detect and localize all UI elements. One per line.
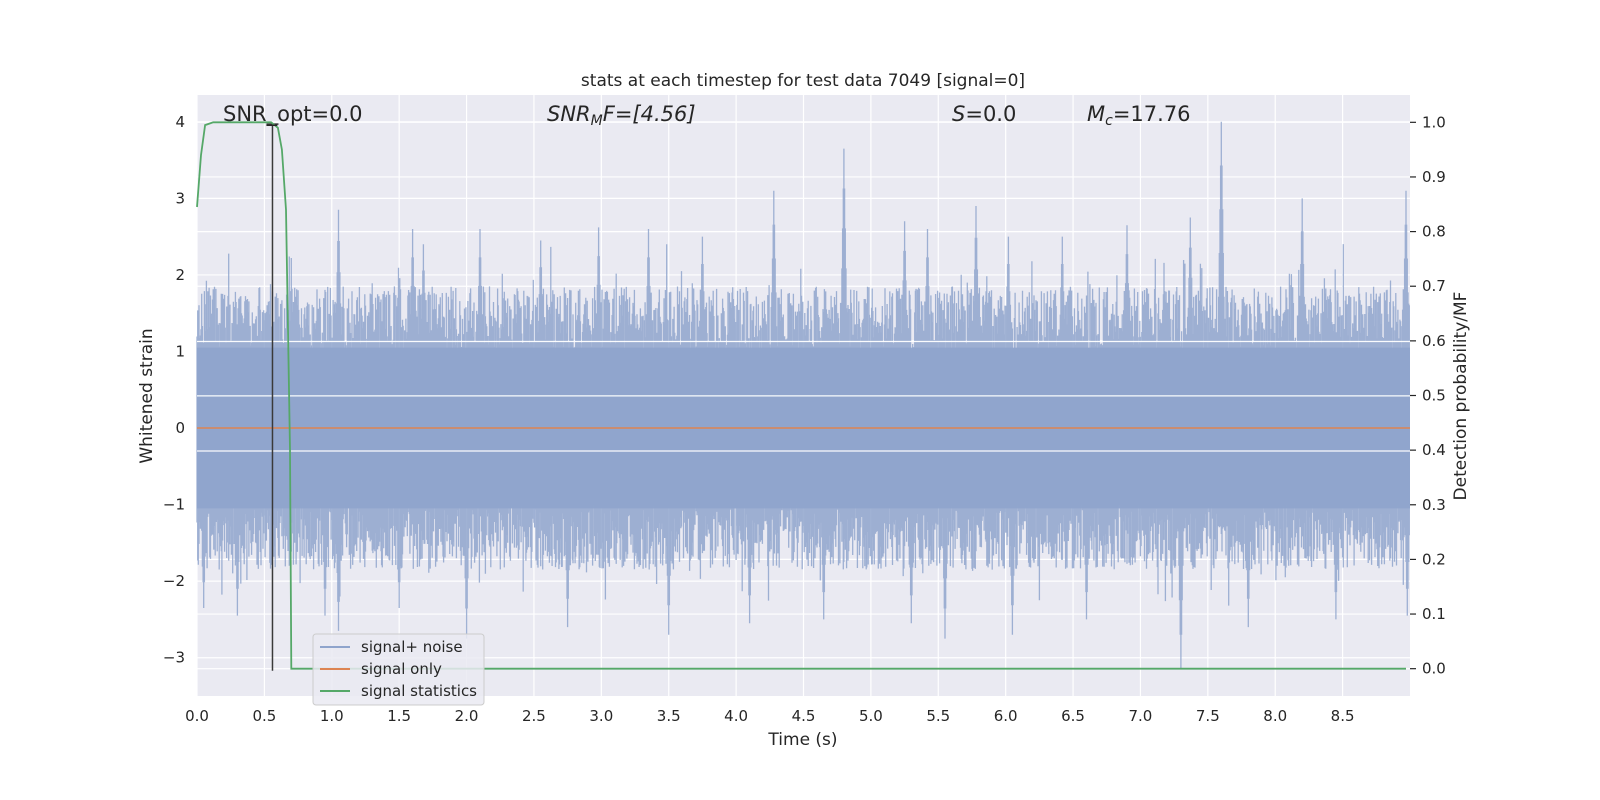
y-tick-label-5: −1 — [163, 496, 185, 514]
annotation-mc: Mc=17.76 — [1087, 102, 1191, 129]
y-tick-label-0: 4 — [175, 113, 185, 131]
mc-sub: c — [1105, 113, 1113, 129]
snr-mf-sub: M — [591, 113, 603, 129]
series-signal-statistics — [196, 121, 1406, 670]
plot-area — [196, 121, 1410, 671]
y-tick-label-2: 2 — [175, 266, 185, 284]
annotation-snr-opt: SNR_opt=0.0 — [223, 102, 363, 127]
y2-tick-label-1: 0.9 — [1422, 168, 1446, 186]
y2-ticks: 1.0 0.9 0.8 0.7 0.6 0.5 0.4 0.3 0.2 0.1 0.0 — [1410, 113, 1446, 678]
y-axis-label: Whitened strain — [137, 328, 157, 463]
snr-mf-base: SNR — [547, 102, 591, 126]
y2-tick-label-7: 0.3 — [1422, 496, 1446, 514]
x-ticks: 0.0 0.5 1.0 1.5 2.0 2.5 3.0 3.5 4.0 4.5 5.0 5.5 6.0 6… — [185, 707, 1354, 725]
x-tick-label-5: 2.5 — [522, 707, 546, 725]
legend-label-signal-noise: signal+ noise — [361, 638, 463, 656]
y2-tick-label-8: 0.2 — [1422, 550, 1446, 568]
chart-title: stats at each timestep for test data 704… — [581, 71, 1025, 91]
snr-mf-rest: F=[4.56] — [603, 102, 696, 126]
annotation-snr-mf: SNRMF=[4.56] — [547, 102, 696, 129]
mc-base: M — [1087, 102, 1105, 126]
y-ticks: 4 3 2 1 0 −1 −2 −3 — [163, 113, 185, 667]
x-tick-label-2: 1.0 — [320, 707, 344, 725]
y2-tick-label-5: 0.5 — [1422, 387, 1446, 405]
annotation-s: S=0.0 — [952, 102, 1016, 126]
series-layer — [196, 121, 1410, 671]
y2-tick-label-10: 0.0 — [1422, 660, 1446, 678]
y2-tick-label-3: 0.7 — [1422, 277, 1446, 295]
legend: signal+ noise signal only signal statist… — [312, 633, 485, 706]
y-tick-label-6: −2 — [163, 572, 185, 590]
s-value: =0.0 — [965, 102, 1016, 126]
y2-tick-label-9: 0.1 — [1422, 605, 1446, 623]
s-label: S — [952, 102, 965, 126]
y-tick-label-4: 0 — [175, 419, 185, 437]
x-tick-label-0: 0.0 — [185, 707, 209, 725]
y-tick-label-1: 3 — [175, 189, 185, 207]
x-tick-label-9: 4.5 — [792, 707, 816, 725]
x-tick-label-12: 6.0 — [994, 707, 1018, 725]
x-tick-label-6: 3.0 — [589, 707, 613, 725]
legend-label-signal-only: signal only — [361, 660, 442, 678]
y2-tick-label-2: 0.8 — [1422, 223, 1446, 241]
x-tick-label-7: 3.5 — [657, 707, 681, 725]
mc-rest: =17.76 — [1113, 102, 1191, 126]
x-tick-label-17: 8.5 — [1331, 707, 1355, 725]
x-tick-label-11: 5.5 — [926, 707, 950, 725]
x-tick-label-3: 1.5 — [387, 707, 411, 725]
x-tick-label-10: 5.0 — [859, 707, 883, 725]
x-tick-label-14: 7.0 — [1129, 707, 1153, 725]
x-tick-label-8: 4.0 — [724, 707, 748, 725]
y2-tick-label-4: 0.6 — [1422, 332, 1446, 350]
y-tick-label-7: −3 — [163, 649, 185, 667]
y2-tick-label-6: 0.4 — [1422, 441, 1446, 459]
x-tick-label-15: 7.5 — [1196, 707, 1220, 725]
x-tick-label-1: 0.5 — [252, 707, 276, 725]
x-tick-label-13: 6.5 — [1061, 707, 1085, 725]
y2-tick-label-0: 1.0 — [1422, 113, 1446, 131]
legend-box — [312, 633, 485, 706]
x-axis-label: Time (s) — [767, 730, 837, 750]
x-tick-label-4: 2.0 — [455, 707, 479, 725]
y2-axis-label: Detection probability/MF — [1451, 292, 1471, 501]
y-tick-label-3: 1 — [175, 342, 185, 360]
x-tick-label-16: 8.0 — [1263, 707, 1287, 725]
legend-label-signal-statistics: signal statistics — [361, 682, 477, 700]
